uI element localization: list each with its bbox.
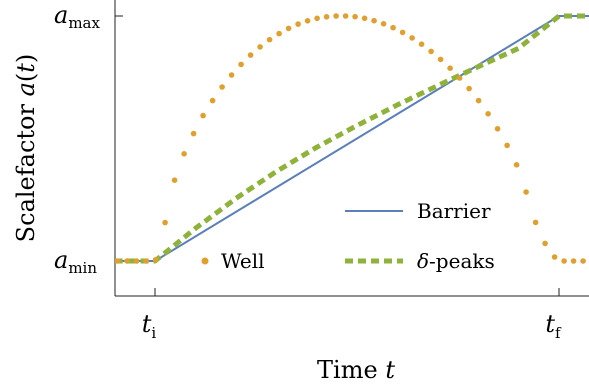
- legend-item-2: δ-peaks: [345, 249, 495, 273]
- well-point: [143, 258, 149, 264]
- well-point: [532, 219, 539, 226]
- legend-label: δ-peaks: [417, 249, 495, 273]
- well-point: [285, 25, 292, 32]
- well-point: [247, 52, 254, 58]
- well-point: [228, 72, 235, 78]
- well-point: [418, 41, 425, 47]
- series-barrier: [115, 15, 589, 262]
- x-axis-label-text: Time: [317, 356, 385, 384]
- well-point: [304, 18, 311, 24]
- series-layer: [115, 13, 589, 264]
- well-point: [580, 258, 586, 264]
- y-tick-label-1: amax: [54, 1, 100, 32]
- well-point: [380, 21, 387, 27]
- well-point: [295, 21, 301, 27]
- ylabel-main-arg: t: [12, 63, 40, 73]
- legend: Well Barrier δ-peaks: [201, 199, 495, 273]
- well-point: [551, 254, 558, 260]
- xlabel-main-var: t: [385, 356, 395, 384]
- ylabel-main-var: a: [12, 82, 40, 96]
- peaks-line: [115, 13, 589, 264]
- well-point: [219, 84, 225, 90]
- well-point: [523, 189, 529, 195]
- ylabel-main-close: ): [12, 54, 40, 63]
- well-point: [266, 36, 273, 43]
- legend-item-1: Barrier: [345, 199, 491, 223]
- well-point: [276, 30, 282, 37]
- barrier-line: [115, 15, 589, 262]
- ticks: ti tf amin amax: [54, 1, 562, 342]
- y-tick-label-0: amin: [54, 246, 97, 277]
- series-peaks: [115, 13, 589, 264]
- well-point: [485, 111, 491, 117]
- well-point: [513, 162, 520, 168]
- ylabel-main-var-suffix: (: [12, 73, 40, 82]
- y-axis-label-text: Scalefactor: [12, 96, 40, 242]
- well-point: [361, 15, 368, 22]
- well-point: [115, 258, 121, 264]
- well-point: [447, 65, 453, 71]
- well-point: [371, 17, 377, 24]
- well-point: [399, 29, 406, 36]
- well-point: [504, 142, 510, 149]
- well-point: [257, 44, 263, 50]
- legend-swatch: [201, 257, 209, 265]
- axes: [114, 0, 589, 297]
- legend-label: Barrier: [417, 199, 491, 223]
- well-point: [390, 24, 396, 31]
- well-point: [475, 97, 482, 104]
- x-tick-label-1: tf: [545, 310, 562, 342]
- well-point: [466, 85, 472, 92]
- well-point: [124, 258, 130, 264]
- well-point: [437, 56, 444, 63]
- well-point: [542, 240, 548, 247]
- well-point: [333, 13, 339, 19]
- well-point: [200, 112, 206, 119]
- well-point: [570, 258, 577, 264]
- well-point: [428, 48, 434, 55]
- well-point: [352, 13, 358, 20]
- well-point: [409, 35, 415, 41]
- well-point: [162, 219, 168, 226]
- well-point: [323, 13, 330, 20]
- well-point: [314, 15, 320, 22]
- legend-item-0: Well: [201, 249, 265, 273]
- well-point: [171, 177, 178, 183]
- well-point: [181, 151, 187, 157]
- well-point: [190, 130, 197, 137]
- x-axis-label: Time t: [317, 356, 395, 384]
- well-point: [456, 75, 463, 81]
- y-axis-label: Scalefactor a(t): [12, 54, 40, 243]
- well-point: [133, 258, 140, 264]
- well-point: [561, 258, 567, 264]
- well-point: [342, 13, 349, 19]
- x-tick-label-0: ti: [142, 310, 157, 342]
- legend-label: Well: [221, 249, 265, 273]
- well-point: [152, 256, 159, 263]
- well-point: [238, 61, 244, 68]
- well-point: [494, 126, 501, 132]
- well-point: [209, 97, 216, 104]
- series-well: [115, 13, 586, 264]
